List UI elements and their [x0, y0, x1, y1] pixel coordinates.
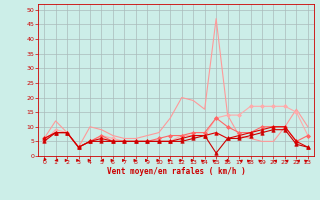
- X-axis label: Vent moyen/en rafales ( km/h ): Vent moyen/en rafales ( km/h ): [107, 167, 245, 176]
